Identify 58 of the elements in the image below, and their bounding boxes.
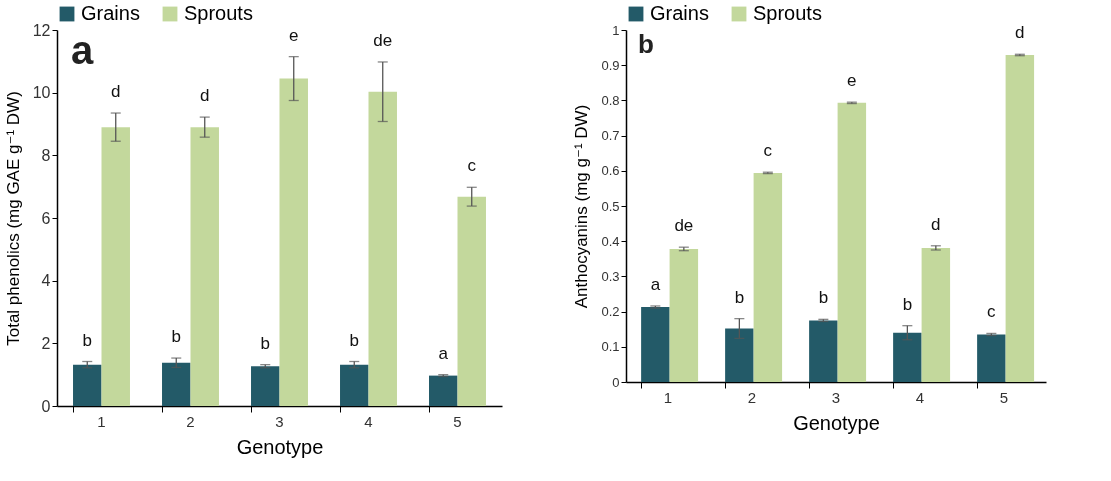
- y-tick-label: 0.4: [601, 233, 620, 249]
- y-tick-label: 1: [612, 22, 620, 38]
- y-tick-label: 0.3: [601, 268, 620, 284]
- y-tick-label: 0.5: [601, 198, 620, 214]
- y-tick-label: 4: [41, 272, 51, 290]
- y-axis-title: Total phenolics (mg GAE g⁻¹ DW): [3, 91, 23, 346]
- annotation: a: [650, 274, 661, 294]
- y-tick-label: 10: [32, 84, 51, 102]
- annotation: d: [200, 86, 210, 106]
- annotation: c: [987, 302, 997, 322]
- x-tick-label: 3: [831, 388, 841, 406]
- x-tick-label: 4: [364, 412, 373, 430]
- annotation: b: [734, 287, 745, 307]
- x-tick-label: 4: [915, 388, 925, 406]
- annotation: c: [467, 156, 477, 176]
- y-tick-label: 0: [41, 397, 51, 415]
- y-tick-label: 0.6: [601, 163, 620, 179]
- x-axis-title: Genotype: [236, 435, 324, 458]
- annotation: b: [82, 330, 92, 350]
- y-tick-label: 2: [41, 334, 51, 352]
- annotation: a: [438, 343, 449, 363]
- y-tick-label: 0.9: [601, 57, 620, 73]
- x-tick-label: 1: [663, 388, 673, 406]
- x-tick-label: 5: [453, 412, 462, 430]
- y-tick-label: 0.8: [601, 92, 620, 108]
- x-tick-label: 1: [97, 412, 106, 430]
- y-tick-label: 8: [41, 146, 51, 164]
- x-tick-label: 2: [747, 388, 757, 406]
- legend-label: Grains: [81, 2, 140, 24]
- y-tick-label: 12: [32, 21, 51, 39]
- annotation: b: [171, 327, 181, 347]
- y-tick-label: 0.7: [601, 128, 620, 144]
- annotation: b: [349, 330, 359, 350]
- annotation: b: [818, 288, 829, 308]
- annotation: d: [111, 82, 121, 102]
- y-tick-label: 0.2: [601, 304, 620, 320]
- x-tick-label: 5: [999, 388, 1009, 406]
- legend-label: Sprouts: [184, 2, 253, 24]
- y-axis-title: Anthocyanins (mg g⁻¹ DW): [572, 104, 592, 309]
- annotation: de: [373, 30, 393, 50]
- annotation: de: [674, 216, 694, 236]
- x-axis-title: Genotype: [793, 411, 880, 434]
- annotation: c: [763, 141, 773, 161]
- legend-label: Grains: [650, 2, 709, 24]
- y-tick-label: 6: [41, 209, 51, 227]
- annotation: b: [638, 29, 654, 59]
- legend-label: Sprouts: [753, 2, 822, 24]
- annotation: e: [847, 71, 857, 91]
- y-tick-label: 0: [612, 374, 620, 390]
- annotation: b: [260, 333, 270, 353]
- annotation: d: [931, 214, 941, 234]
- x-tick-label: 2: [186, 412, 195, 430]
- y-tick-label: 0.1: [601, 339, 620, 355]
- annotation: b: [902, 294, 913, 314]
- x-tick-label: 3: [275, 412, 284, 430]
- annotation: e: [289, 25, 299, 45]
- annotation: d: [1015, 23, 1025, 43]
- annotation: a: [71, 28, 94, 72]
